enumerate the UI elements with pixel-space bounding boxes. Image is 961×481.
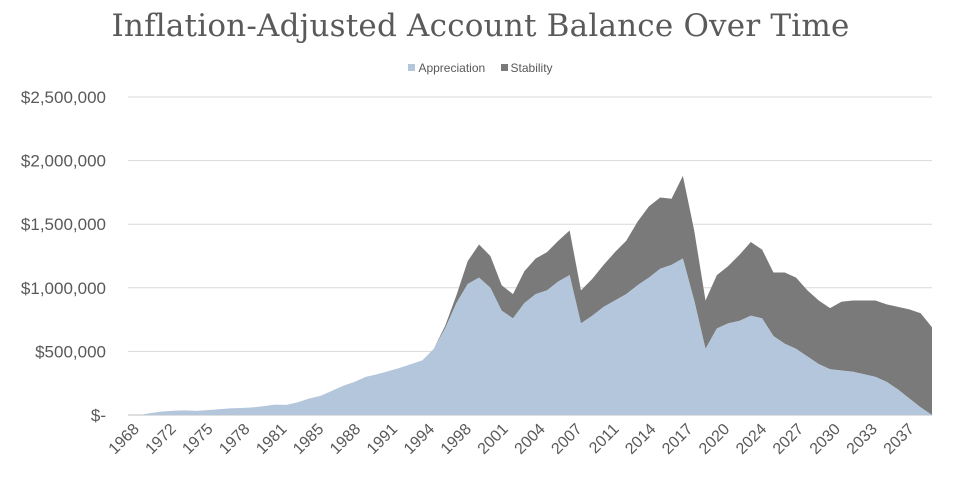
legend-label-stability: Stability (510, 61, 553, 75)
x-tick-label-1991: 1991 (364, 421, 401, 458)
x-tick-label-1985: 1985 (290, 421, 327, 458)
x-tick-label-2033: 2033 (844, 421, 881, 458)
y-tick-label-1: $500,000 (35, 342, 106, 361)
y-tick-label-2: $1,000,000 (21, 279, 106, 298)
chart-legend: Appreciation Stability (0, 61, 961, 75)
chart-title: Inflation-Adjusted Account Balance Over … (111, 8, 850, 44)
y-tick-label-0: $- (91, 406, 106, 425)
x-tick-label-1978: 1978 (216, 421, 253, 458)
x-tick-label-2030: 2030 (807, 421, 844, 458)
x-tick-label-1998: 1998 (438, 421, 475, 458)
x-tick-label-2004: 2004 (512, 421, 549, 458)
x-tick-label-1972: 1972 (143, 421, 180, 458)
x-tick-label-2007: 2007 (548, 421, 585, 458)
x-tick-label-1968: 1968 (106, 421, 143, 458)
legend-swatch-stability (500, 64, 508, 71)
x-tick-label-2017: 2017 (659, 421, 696, 458)
x-tick-label-2037: 2037 (881, 421, 918, 458)
x-tick-label-2014: 2014 (622, 421, 659, 458)
legend-item-appreciation: Appreciation (408, 61, 485, 75)
x-tick-label-1988: 1988 (327, 421, 364, 458)
x-tick-label-1994: 1994 (401, 421, 438, 458)
series-area-stability (128, 175, 932, 415)
legend-label-appreciation: Appreciation (418, 61, 486, 75)
series-area-appreciation (128, 258, 932, 415)
x-tick-label-2024: 2024 (733, 421, 770, 458)
x-tick-label-2001: 2001 (475, 421, 512, 458)
x-tick-label-2027: 2027 (770, 421, 807, 458)
legend-item-stability: Stability (500, 61, 553, 75)
x-tick-label-2011: 2011 (586, 421, 622, 457)
x-tick-label-1981: 1981 (253, 421, 290, 458)
legend-swatch-appreciation (408, 64, 416, 71)
x-tick-label-2020: 2020 (696, 421, 733, 458)
y-tick-label-4: $2,000,000 (21, 152, 106, 171)
y-tick-label-3: $1,500,000 (21, 215, 106, 234)
y-tick-label-5: $2,500,000 (21, 88, 106, 107)
x-tick-label-1975: 1975 (179, 421, 216, 458)
